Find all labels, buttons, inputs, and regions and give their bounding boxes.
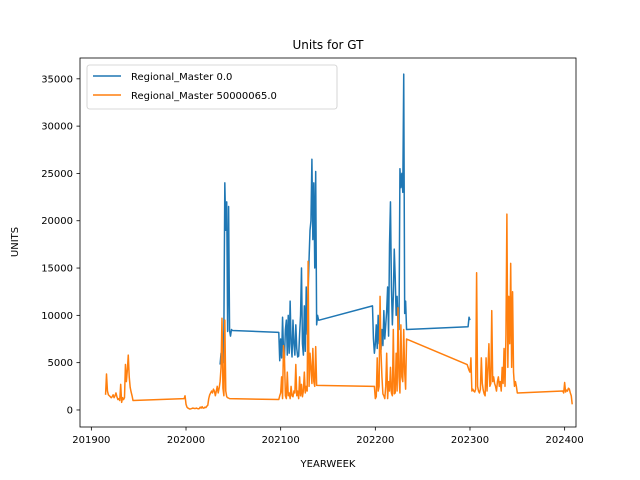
y-tick-label: 35000 — [41, 74, 73, 85]
x-tick-label: 201900 — [72, 435, 110, 446]
x-tick-label: 202100 — [262, 435, 300, 446]
chart-title: Units for GT — [292, 38, 364, 52]
legend-box — [86, 64, 338, 110]
x-tick-label: 202400 — [546, 435, 584, 446]
series-line-2 — [104, 213, 573, 410]
y-tick-label: 0 — [67, 405, 73, 416]
y-tick-label: 30000 — [41, 122, 73, 133]
y-tick-label: 5000 — [48, 358, 73, 369]
legend-label-1: Regional_Master 0.0 — [131, 72, 232, 83]
y-tick-label: 15000 — [41, 264, 73, 275]
y-tick-label: 10000 — [41, 311, 73, 322]
legend-label-2: Regional_Master 50000065.0 — [131, 91, 277, 102]
series-line-1 — [219, 73, 471, 365]
y-tick-label: 25000 — [41, 169, 73, 180]
plot-area: 201900 202000 202100 202200 202300 202400 0 500… — [41, 57, 584, 446]
x-tick-label: 202300 — [451, 435, 489, 446]
x-axis-title: YEARWEEK — [300, 459, 356, 470]
x-tick-label: 202200 — [356, 435, 394, 446]
y-axis-title: UNITS — [10, 227, 21, 257]
x-tick-label: 202000 — [167, 435, 205, 446]
y-tick-label: 20000 — [41, 216, 73, 227]
axes-frame — [79, 57, 577, 428]
